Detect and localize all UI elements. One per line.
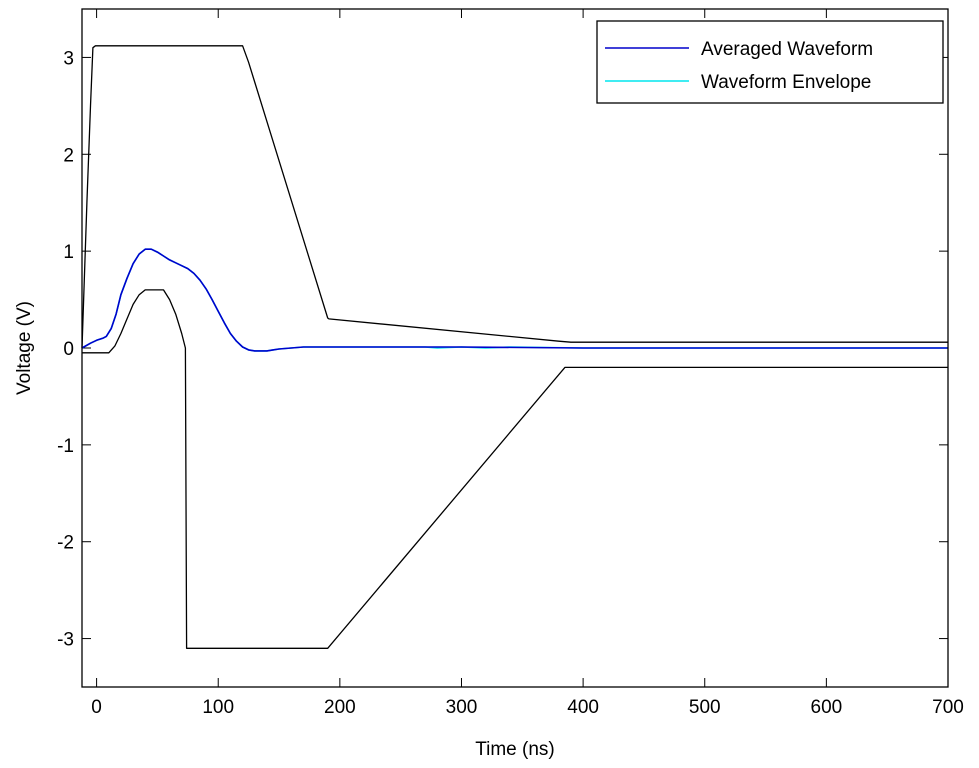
y-tick-label: 3 bbox=[63, 48, 74, 69]
x-tick-label: 300 bbox=[446, 697, 478, 718]
x-tick-label: 200 bbox=[324, 697, 356, 718]
x-axis-label: Time (ns) bbox=[475, 739, 555, 760]
legend-label: Waveform Envelope bbox=[701, 72, 871, 93]
legend-box bbox=[596, 20, 944, 104]
plot-frame bbox=[81, 8, 949, 688]
legend: Averaged Waveform Waveform Envelope bbox=[596, 20, 944, 104]
series-line-averaged-waveform bbox=[81, 248, 948, 352]
series-line-lower-bound bbox=[82, 289, 948, 649]
y-tick-label: -2 bbox=[57, 533, 74, 554]
y-tick-label: 1 bbox=[63, 242, 74, 263]
y-tick-label: 0 bbox=[63, 339, 74, 360]
y-tick-label: 2 bbox=[63, 145, 74, 166]
x-tick-label: 100 bbox=[202, 697, 234, 718]
x-tick-label: 600 bbox=[811, 697, 843, 718]
x-tick-label: 400 bbox=[567, 697, 599, 718]
series-line-upper-bound bbox=[81, 45, 948, 349]
y-tick-label: -3 bbox=[57, 630, 74, 651]
y-tick-label: -1 bbox=[57, 436, 74, 457]
x-tick-label: 700 bbox=[932, 697, 964, 718]
legend-label: Averaged Waveform bbox=[701, 39, 873, 60]
x-tick-label: 500 bbox=[689, 697, 721, 718]
y-axis-label: Voltage (V) bbox=[14, 301, 35, 395]
axis-ticks: 0 100 200 300 400 500 600 700 -3 -2 -1 0 1 2 3 bbox=[57, 9, 964, 718]
data-series bbox=[81, 45, 948, 649]
x-tick-label: 0 bbox=[91, 697, 102, 718]
